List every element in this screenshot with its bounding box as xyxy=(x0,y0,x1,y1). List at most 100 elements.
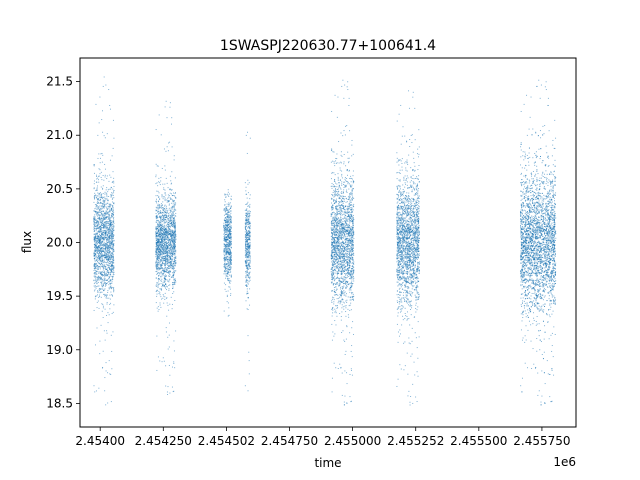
data-point xyxy=(343,187,345,189)
data-point xyxy=(103,253,105,255)
data-point xyxy=(169,250,171,252)
data-point xyxy=(352,219,354,221)
data-point xyxy=(347,273,349,275)
data-point xyxy=(110,268,112,270)
data-point xyxy=(174,241,176,243)
data-point xyxy=(103,251,105,253)
data-point xyxy=(249,198,251,200)
data-point xyxy=(172,232,174,234)
data-point xyxy=(164,248,166,250)
data-point xyxy=(109,277,111,279)
data-point xyxy=(159,229,161,231)
data-point xyxy=(104,246,106,248)
data-point xyxy=(102,271,104,273)
data-point xyxy=(103,135,105,137)
data-point xyxy=(159,257,161,259)
data-point xyxy=(94,289,96,291)
data-point xyxy=(102,225,104,227)
data-point xyxy=(108,233,110,235)
data-point xyxy=(165,244,167,246)
data-point xyxy=(158,269,160,271)
data-point xyxy=(169,270,171,272)
data-point xyxy=(110,261,112,263)
data-point xyxy=(110,287,112,289)
data-point xyxy=(155,174,157,176)
data-point xyxy=(172,242,174,244)
data-point xyxy=(111,294,113,296)
data-point xyxy=(228,286,230,288)
data-point xyxy=(164,218,166,220)
data-point xyxy=(101,205,103,207)
data-point xyxy=(245,229,247,231)
data-point xyxy=(98,217,100,219)
data-point xyxy=(341,274,343,276)
data-point xyxy=(172,265,174,267)
data-point xyxy=(102,255,104,257)
data-point xyxy=(175,264,177,266)
data-point xyxy=(96,181,98,183)
data-point xyxy=(112,244,114,246)
data-point xyxy=(158,238,160,240)
data-point xyxy=(245,261,247,263)
data-point xyxy=(342,265,344,267)
data-point xyxy=(102,244,104,246)
data-point xyxy=(96,247,98,249)
data-point xyxy=(163,269,165,271)
data-point xyxy=(155,231,157,233)
data-point xyxy=(228,254,230,256)
data-point xyxy=(110,214,112,216)
data-point xyxy=(101,119,103,121)
data-point xyxy=(342,247,344,249)
data-point xyxy=(94,242,96,244)
data-point xyxy=(249,243,251,245)
data-point xyxy=(99,192,101,194)
data-point xyxy=(98,227,100,229)
data-point xyxy=(108,272,110,274)
data-point xyxy=(244,227,246,229)
data-point xyxy=(98,253,100,255)
data-point xyxy=(94,208,96,210)
data-point xyxy=(230,206,232,208)
data-point xyxy=(249,212,251,214)
data-point xyxy=(169,254,171,256)
data-point xyxy=(106,239,108,241)
data-point xyxy=(155,266,157,268)
data-point xyxy=(105,210,107,212)
data-point xyxy=(163,257,165,259)
data-point xyxy=(159,204,161,206)
data-point xyxy=(98,245,99,247)
data-point xyxy=(353,203,355,205)
data-point xyxy=(167,194,169,196)
data-point xyxy=(248,216,250,218)
data-point xyxy=(228,247,230,249)
data-point xyxy=(244,252,246,254)
data-point xyxy=(347,263,349,265)
data-point xyxy=(102,223,104,225)
data-point xyxy=(334,275,336,277)
data-point xyxy=(344,249,346,251)
data-point xyxy=(109,274,111,276)
data-point xyxy=(174,270,176,272)
data-point xyxy=(248,222,250,224)
data-point xyxy=(170,296,172,298)
data-point xyxy=(160,217,162,219)
data-point xyxy=(167,234,169,236)
data-point xyxy=(336,282,338,284)
data-point xyxy=(160,211,162,213)
data-point xyxy=(155,221,157,223)
data-point xyxy=(162,228,164,230)
data-point xyxy=(245,233,247,235)
data-point xyxy=(103,216,105,218)
data-point xyxy=(163,285,165,287)
data-point xyxy=(101,224,103,226)
data-point xyxy=(97,248,99,250)
data-point xyxy=(248,247,250,249)
data-point xyxy=(107,234,109,236)
data-point xyxy=(101,303,103,305)
data-point xyxy=(246,230,248,232)
data-point xyxy=(104,285,106,287)
data-point xyxy=(229,227,231,229)
data-point xyxy=(173,254,175,256)
data-point xyxy=(174,280,176,282)
data-point xyxy=(331,260,333,262)
